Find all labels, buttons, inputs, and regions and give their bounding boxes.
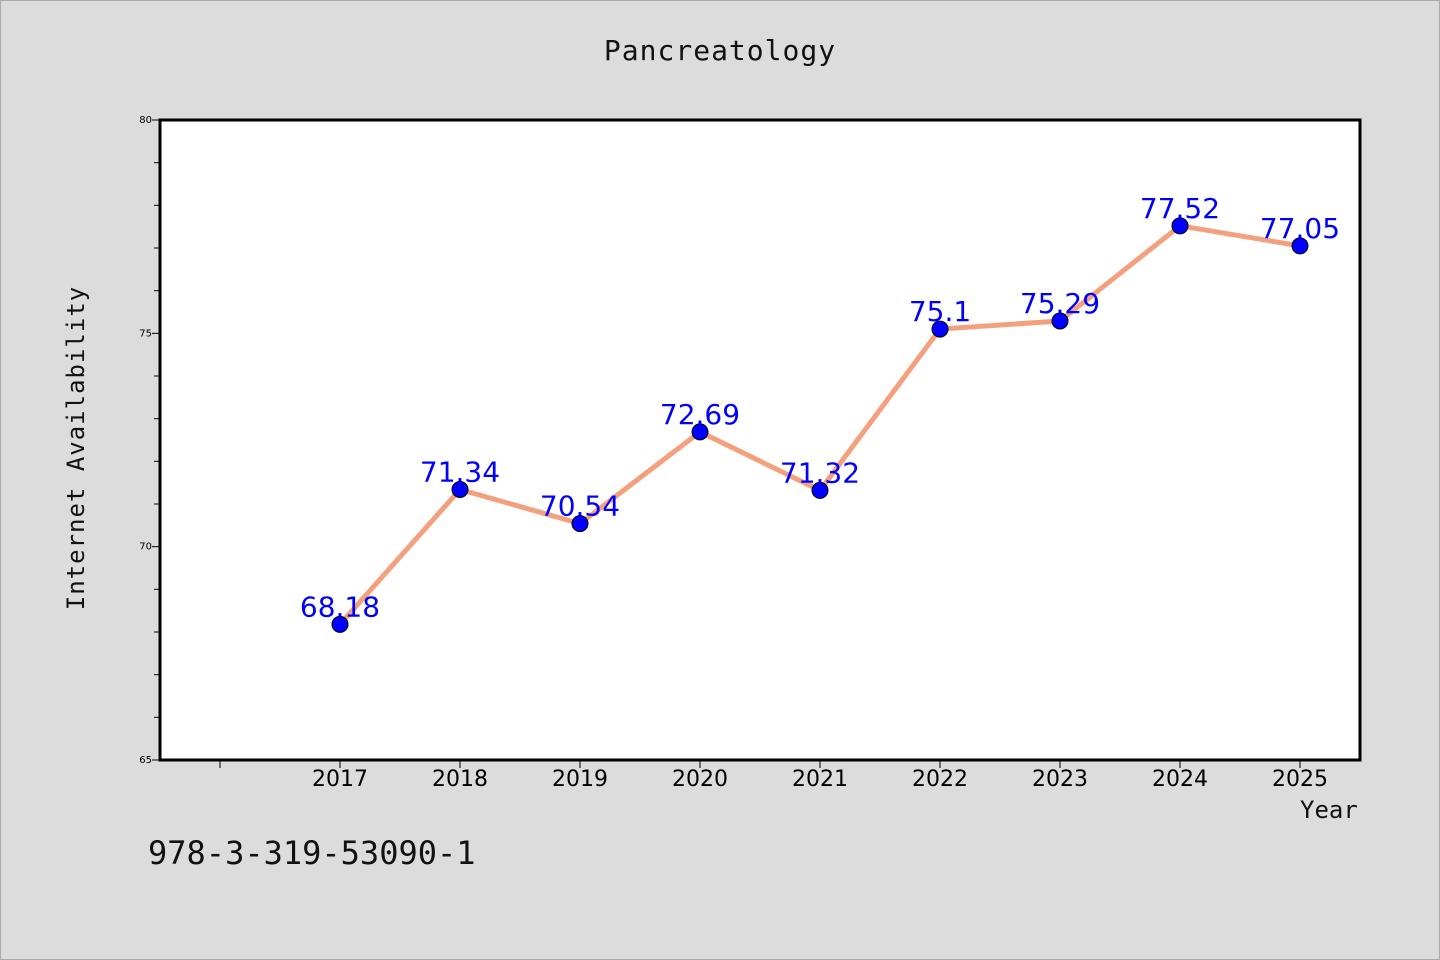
y-tick-label: 65 xyxy=(139,755,152,766)
data-label: 77.52 xyxy=(1140,192,1220,225)
data-label: 68.18 xyxy=(300,590,380,623)
x-tick-label: 2023 xyxy=(1032,767,1088,792)
data-label: 70.54 xyxy=(540,490,620,523)
data-label: 71.32 xyxy=(780,456,860,489)
data-label: 75.29 xyxy=(1020,287,1100,320)
data-point xyxy=(931,320,949,338)
data-point xyxy=(1291,237,1309,255)
y-tick-label: 75 xyxy=(139,328,152,339)
data-point xyxy=(1051,312,1069,330)
data-point xyxy=(331,615,349,633)
y-tick-label: 80 xyxy=(139,115,152,126)
x-tick-label: 2017 xyxy=(312,767,368,792)
data-point xyxy=(1171,217,1189,235)
x-tick-label: 2018 xyxy=(432,767,488,792)
plot-area xyxy=(158,118,1362,762)
data-label: 71.34 xyxy=(420,455,500,488)
data-point xyxy=(451,480,469,498)
data-point xyxy=(691,423,709,441)
x-tick-label: 2020 xyxy=(672,767,728,792)
x-tick-label: 2022 xyxy=(912,767,968,792)
x-tick-label: 2024 xyxy=(1152,767,1208,792)
data-label: 75.1 xyxy=(909,295,971,328)
chart-title: Pancreatology xyxy=(603,34,837,67)
x-tick-label: 2025 xyxy=(1272,767,1328,792)
y-tick-label: 70 xyxy=(139,542,152,553)
data-point xyxy=(571,515,589,533)
footer-isbn: 978-3-319-53090-1 xyxy=(148,834,476,872)
data-label: 77.05 xyxy=(1260,212,1340,245)
x-tick-label: 2019 xyxy=(552,767,608,792)
data-label: 72.69 xyxy=(660,398,740,431)
x-tick-label: 2021 xyxy=(792,767,848,792)
x-axis-label: Year xyxy=(1300,796,1358,824)
data-point xyxy=(811,481,829,499)
